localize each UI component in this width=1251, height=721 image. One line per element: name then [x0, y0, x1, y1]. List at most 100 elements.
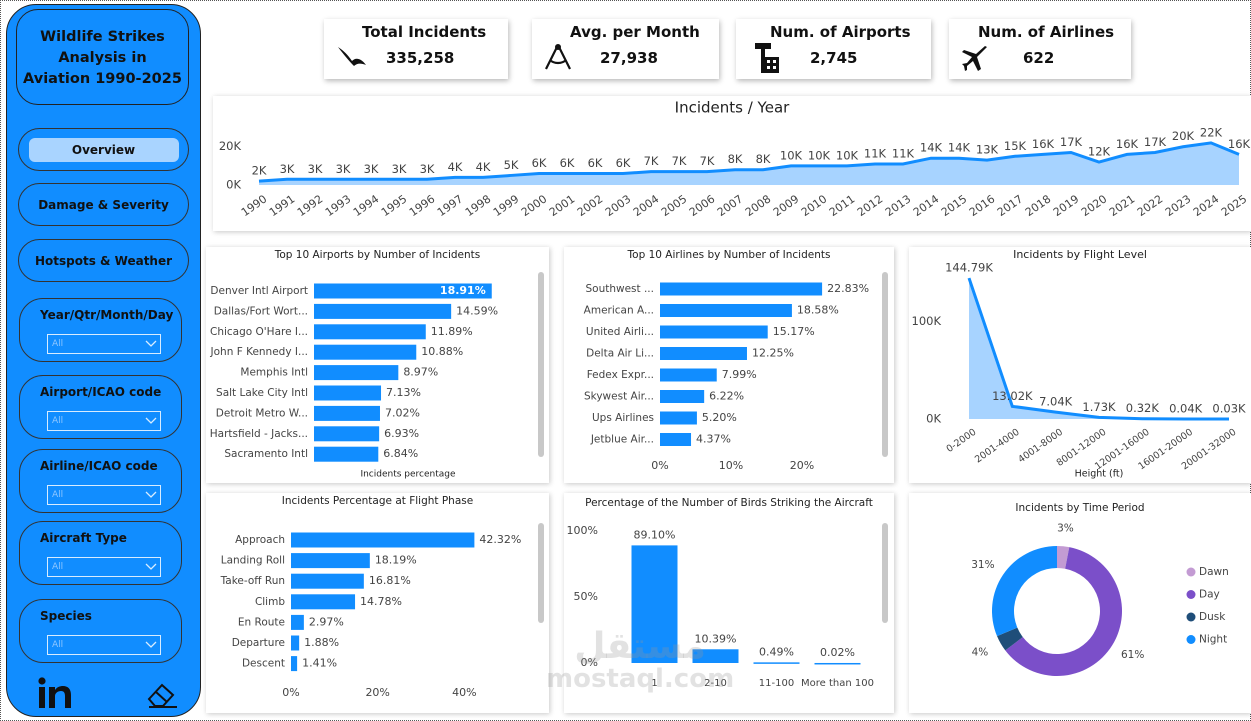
y-tick-label: 0K — [926, 412, 941, 426]
chart-title: Incidents / Year — [675, 99, 790, 117]
x-tick-label: 2012 — [855, 192, 885, 219]
filter[interactable]: Airline/ICAO code All — [19, 449, 182, 513]
nav-button[interactable]: Hotspots & Weather — [18, 239, 189, 282]
legend-label: Dawn — [1199, 566, 1229, 578]
value-label: 10.39% — [695, 632, 737, 645]
value-label: 1.88% — [304, 636, 339, 649]
x-tick-label: 2009 — [771, 192, 801, 219]
value-label: 11.89% — [431, 325, 473, 338]
value-label: 6K — [616, 156, 631, 170]
value-label: 7K — [644, 154, 659, 168]
y-tick-label: Ups Airlines — [592, 412, 654, 424]
bar — [314, 385, 382, 401]
scrollbar — [882, 272, 888, 457]
chart-panel: Incidents Percentage at Flight Phase Appr… — [206, 493, 549, 713]
x-tick-label: 2007 — [715, 192, 745, 219]
donut-slice — [1005, 547, 1122, 676]
x-tick-label: More than 100 — [801, 678, 874, 689]
y-tick-label: Skywest Air... — [584, 391, 654, 403]
chevron — [145, 491, 157, 498]
value-label: 0.04K — [1169, 401, 1203, 415]
y-tick-label: Chicago O'Hare I... — [210, 326, 308, 338]
value-label: 7K — [672, 154, 687, 168]
x-tick-label: 1998 — [463, 192, 493, 219]
filter-label: Airport/ICAO code — [40, 385, 162, 399]
sidebar: Wildlife Strikes Analysis in Aviation 19… — [6, 4, 201, 717]
x-tick-label: 2003 — [603, 192, 633, 219]
value-label: 16K — [1228, 137, 1251, 151]
y-tick-label: John F Kennedy I... — [210, 346, 308, 358]
filter[interactable]: Aircraft Type All — [19, 521, 182, 585]
dropdown[interactable]: All — [47, 557, 161, 577]
x-tick-label: 1999 — [491, 192, 521, 219]
bar — [314, 405, 380, 421]
kpi-label: Num. of Airlines — [978, 23, 1115, 41]
x-tick-label: 1994 — [351, 192, 381, 219]
value-label: 0.03K — [1212, 401, 1246, 415]
value-label: 3K — [364, 162, 379, 176]
x-tick-label: 2024 — [1191, 192, 1221, 219]
nav-button[interactable]: Damage & Severity — [18, 183, 189, 226]
eraser-icon[interactable] — [145, 677, 179, 709]
chart-title: Percentage of the Number of Birds Striki… — [585, 497, 873, 509]
value-label: 6K — [560, 156, 575, 170]
x-tick-label: 1997 — [435, 192, 465, 219]
value-label: 7.99% — [722, 368, 757, 381]
chart-panel: Incidents by Time Period 3% Dawn 61% Day 4% Du… — [909, 493, 1251, 713]
nav-button[interactable]: Overview — [18, 128, 189, 171]
value-label: 1.73K — [1082, 400, 1116, 414]
y-tick-label: Salt Lake City Intl — [216, 387, 308, 399]
filter[interactable]: Airport/ICAO code All — [19, 375, 182, 439]
dropdown[interactable]: All — [47, 485, 161, 505]
value-label: 13.02K — [992, 389, 1033, 403]
value-label: 31% — [971, 559, 994, 571]
icon-part — [147, 683, 175, 707]
value-label: 18.19% — [375, 554, 417, 567]
chevron — [145, 417, 157, 424]
filter[interactable]: Species All — [19, 599, 182, 663]
chart-title: Incidents by Time Period — [1015, 502, 1144, 514]
value-label: 14K — [920, 141, 943, 155]
bar — [291, 656, 298, 672]
y-tick-label: Denver Intl Airport — [210, 285, 308, 297]
nav-label[interactable]: Overview — [28, 137, 179, 162]
value-label: 18.58% — [797, 304, 839, 317]
x-tick-label: 2019 — [1051, 192, 1081, 219]
x-tick-label: 2-10 — [704, 678, 727, 689]
line — [258, 141, 1240, 183]
y-tick-label: Jetblue Air... — [590, 434, 654, 446]
bar — [814, 662, 861, 665]
bar — [692, 649, 739, 663]
kpi-value: 622 — [1023, 49, 1055, 67]
chart: Top 10 Airports by Number of Incidents De… — [210, 249, 544, 480]
value-label: 12.25% — [752, 347, 794, 360]
chart: Top 10 Airlines by Number of Incidents So… — [584, 249, 888, 472]
y-tick-label: American A... — [584, 305, 654, 317]
chart: Incidents by Time Period 3% Dawn 61% Day 4% Du… — [971, 502, 1229, 676]
value-label: 10.88% — [421, 345, 463, 358]
legend-marker — [1186, 612, 1196, 622]
dropdown[interactable]: All — [47, 411, 161, 431]
value-label: 16K — [1032, 137, 1055, 151]
y-tick-label: Take-off Run — [220, 575, 285, 587]
value-label: 10K — [808, 148, 831, 162]
value-label: 6.93% — [384, 427, 419, 440]
y-tick-label: Hartsfield - Jacks... — [210, 428, 308, 440]
nav-label[interactable]: Damage & Severity — [38, 197, 169, 212]
linkedin-icon[interactable] — [38, 677, 74, 709]
chart: Incidents / Year 0K 20K 2K 1990 3K 1991 3K 1992 3… — [219, 99, 1251, 220]
x-tick-label: 2023 — [1163, 192, 1193, 219]
bar — [660, 304, 792, 317]
nav-label[interactable]: Hotspots & Weather — [34, 253, 173, 268]
value-label: 7.02% — [385, 406, 420, 419]
filter[interactable]: Year/Qtr/Month/Day All — [19, 298, 182, 362]
dropdown[interactable]: All — [47, 635, 161, 655]
bar — [753, 662, 800, 664]
value-label: 89.10% — [634, 528, 676, 541]
y-tick-label: United Airli... — [586, 326, 654, 338]
value-label: 2K — [252, 164, 267, 178]
value-label: 0.32K — [1126, 401, 1160, 415]
dropdown[interactable]: All — [47, 334, 161, 354]
value-label: 6.84% — [383, 447, 418, 460]
x-tick-label: 2006 — [687, 192, 717, 219]
